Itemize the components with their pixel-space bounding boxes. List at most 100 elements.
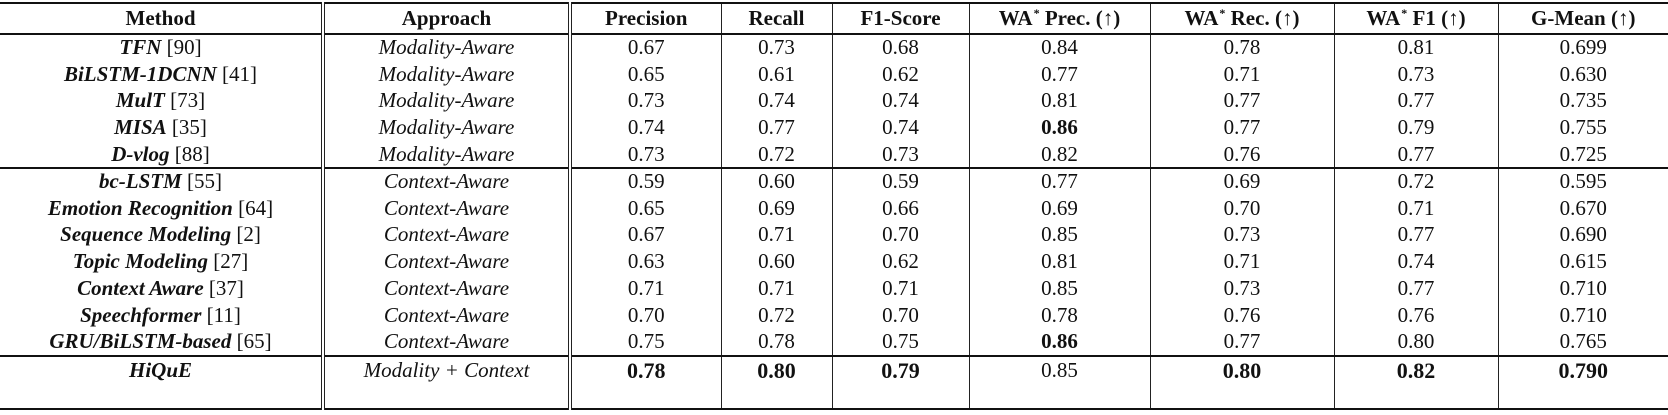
precision-cell: 0.74 [568, 114, 721, 142]
table-row: Context Aware [37] Context-Aware 0.71 0.71 0… [0, 275, 1668, 302]
method-cell: MISA [35] [0, 114, 323, 141]
f1-score-cell: 0.75 [831, 328, 969, 356]
f1-score-cell: 0.70 [831, 221, 969, 249]
method-name: Emotion Recognition [47, 195, 233, 220]
wa-recall-cell: 0.69 [1149, 166, 1334, 195]
f1-score-cell: 0.79 [831, 354, 969, 410]
wa-recall-cell: 0.71 [1149, 248, 1334, 276]
f1-score-cell: 0.62 [831, 248, 969, 276]
citation-ref: [55] [187, 169, 223, 194]
method-name: D-vlog [111, 141, 170, 166]
table-row: Topic Modeling [27] Context-Aware 0.63 0.60… [0, 248, 1668, 276]
method-name: HiQuE [128, 357, 193, 382]
wa-precision-cell: 0.84 [968, 34, 1150, 61]
asterisk-mark: * [1219, 6, 1226, 20]
wa-prec-suffix: Prec. (↑) [1039, 6, 1121, 30]
citation-ref: [27] [213, 249, 249, 274]
wa-recall-cell: 0.70 [1149, 194, 1334, 222]
approach-cell: Modality-Aware [321, 60, 570, 88]
wa-precision-cell: 0.86 [968, 328, 1150, 356]
f1-score-cell: 0.73 [831, 141, 969, 168]
recall-cell: 0.71 [720, 275, 832, 302]
wa-precision-cell: 0.77 [968, 60, 1150, 88]
method-cell: D-vlog [88] [0, 141, 323, 168]
table-row: MulT [73] Modality-Aware 0.73 0.74 0.74 0.81 0… [0, 87, 1668, 115]
wa-recall-cell: 0.80 [1149, 354, 1334, 410]
gmean-cell: 0.615 [1497, 248, 1668, 276]
wa-f1-suffix: F1 (↑) [1407, 6, 1466, 30]
method-cell: Sequence Modeling [2] [0, 222, 323, 249]
header-f1: F1-Score [831, 2, 969, 35]
header-recall: Recall [720, 2, 832, 35]
f1-score-cell: 0.68 [831, 34, 969, 61]
wa-f1-cell: 0.72 [1333, 166, 1498, 195]
method-name: Context Aware [77, 276, 204, 301]
method-name: MulT [115, 88, 165, 113]
table-row: BiLSTM-1DCNN [41] Modality-Aware 0.65 0.61 0… [0, 60, 1668, 88]
gmean-cell: 0.710 [1497, 275, 1668, 302]
wa-precision-cell: 0.85 [968, 275, 1150, 302]
precision-cell: 0.71 [568, 275, 721, 302]
f1-score-cell: 0.71 [831, 275, 969, 302]
precision-cell: 0.70 [568, 301, 721, 329]
recall-cell: 0.72 [720, 141, 832, 168]
approach-cell: Context-Aware [321, 194, 570, 222]
citation-ref: [35] [171, 115, 207, 140]
citation-ref: [2] [236, 222, 261, 247]
wa-recall-cell: 0.77 [1149, 328, 1334, 356]
gmean-cell: 0.670 [1497, 194, 1668, 222]
recall-cell: 0.74 [720, 87, 832, 115]
method-cell: GRU/BiLSTM-based [65] [0, 329, 323, 356]
precision-cell: 0.78 [568, 354, 721, 410]
citation-ref: [65] [236, 329, 272, 354]
method-cell: Context Aware [37] [0, 275, 323, 302]
citation-ref: [88] [174, 141, 210, 166]
table-row: Sequence Modeling [2] Context-Aware 0.67 0.… [0, 221, 1668, 249]
recall-cell: 0.71 [720, 221, 832, 249]
recall-cell: 0.69 [720, 194, 832, 222]
wa-recall-cell: 0.77 [1149, 114, 1334, 142]
header-wa-precision: WA* Prec. (↑) [968, 2, 1150, 35]
table-row: bc-LSTM [55] Context-Aware 0.59 0.60 0.59 0.7… [0, 166, 1668, 195]
precision-cell: 0.63 [568, 248, 721, 276]
wa-recall-cell: 0.71 [1149, 60, 1334, 88]
method-cell: MulT [73] [0, 88, 323, 115]
header-gmean: G-Mean (↑) [1497, 2, 1668, 35]
recall-cell: 0.60 [720, 248, 832, 276]
wa-f1-cell: 0.79 [1333, 114, 1498, 142]
method-name: BiLSTM-1DCNN [63, 61, 217, 86]
approach-cell: Modality-Aware [321, 34, 570, 61]
header-row: Method Approach Precision Recall F1-Scor… [0, 2, 1668, 35]
precision-cell: 0.59 [568, 166, 721, 195]
table-row: Speechformer [11] Context-Aware 0.70 0.72 0.… [0, 301, 1668, 329]
gmean-cell: 0.790 [1497, 354, 1668, 410]
precision-cell: 0.73 [568, 141, 721, 168]
method-cell: Emotion Recognition [64] [0, 195, 323, 222]
method-cell: Topic Modeling [27] [0, 248, 323, 275]
precision-cell: 0.65 [568, 60, 721, 88]
method-name: bc-LSTM [98, 169, 182, 194]
f1-score-cell: 0.59 [831, 166, 969, 195]
wa-recall-cell: 0.78 [1149, 34, 1334, 61]
f1-score-cell: 0.74 [831, 87, 969, 115]
f1-score-cell: 0.74 [831, 114, 969, 142]
approach-cell: Context-Aware [321, 328, 570, 356]
wa-precision-cell: 0.81 [968, 248, 1150, 276]
wa-precision-cell: 0.77 [968, 166, 1150, 195]
gmean-cell: 0.595 [1497, 166, 1668, 195]
wa-prefix: WA [1184, 6, 1219, 30]
approach-cell: Context-Aware [321, 301, 570, 329]
wa-precision-cell: 0.81 [968, 87, 1150, 115]
wa-f1-cell: 0.77 [1333, 141, 1498, 168]
table-body: TFN [90] Modality-Aware 0.67 0.73 0.68 0.84 0.… [0, 34, 1668, 410]
method-name: Sequence Modeling [60, 222, 232, 247]
precision-cell: 0.67 [568, 34, 721, 61]
wa-f1-cell: 0.71 [1333, 194, 1498, 222]
f1-score-cell: 0.66 [831, 194, 969, 222]
wa-prefix: WA [998, 6, 1033, 30]
approach-cell: Modality-Aware [321, 114, 570, 142]
recall-cell: 0.60 [720, 166, 832, 195]
method-name: Speechformer [80, 302, 202, 327]
recall-cell: 0.80 [720, 354, 832, 410]
